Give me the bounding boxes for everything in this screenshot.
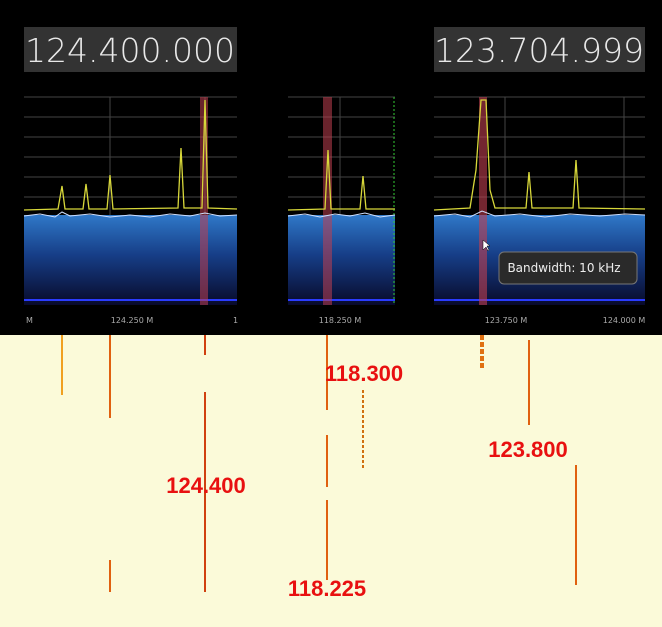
spectrum-trace bbox=[433, 99, 646, 211]
selection-band bbox=[200, 97, 208, 305]
frequency: 124.400.000 bbox=[25, 31, 235, 70]
spectrum-fill bbox=[288, 215, 395, 305]
tooltip-text: Bandwidth: 10 kHz bbox=[507, 261, 620, 275]
axis-label: 118.250 M bbox=[319, 316, 362, 325]
frequency-box bbox=[24, 27, 237, 72]
axis-label: 1 bbox=[233, 316, 238, 325]
panel-3: 123.704.999 Bandwidth: 10 kHz 123.750 M … bbox=[433, 27, 646, 325]
annotation: 123.800 bbox=[488, 437, 568, 462]
axis-label: 123.750 M bbox=[485, 316, 528, 325]
annotation: 118.300 bbox=[325, 361, 403, 386]
noise-trace bbox=[287, 212, 396, 218]
noise-trace bbox=[433, 210, 646, 218]
selection-band bbox=[479, 97, 487, 305]
annotation: 124.400 bbox=[166, 473, 246, 498]
selection-band bbox=[323, 97, 332, 305]
waterfall-traces bbox=[61, 335, 577, 592]
axis-label: 124.250 M bbox=[111, 316, 154, 325]
axis-label: M bbox=[26, 316, 33, 325]
panel-2: 118.250 M bbox=[287, 96, 396, 325]
grid bbox=[434, 96, 645, 215]
frequency-box bbox=[434, 27, 645, 72]
annotation: 118.225 bbox=[288, 576, 366, 601]
axis-label: 124.000 M bbox=[603, 316, 646, 325]
cursor bbox=[482, 239, 491, 252]
tooltip bbox=[498, 251, 638, 285]
panel-1: 124.400.000 M 124.250 M 1 bbox=[23, 27, 238, 325]
spectrum-trace bbox=[287, 149, 395, 211]
spectrum-trace bbox=[23, 99, 238, 211]
noise-trace bbox=[23, 211, 238, 218]
frequency: 123.704.999 bbox=[434, 31, 644, 70]
grid bbox=[288, 96, 395, 215]
